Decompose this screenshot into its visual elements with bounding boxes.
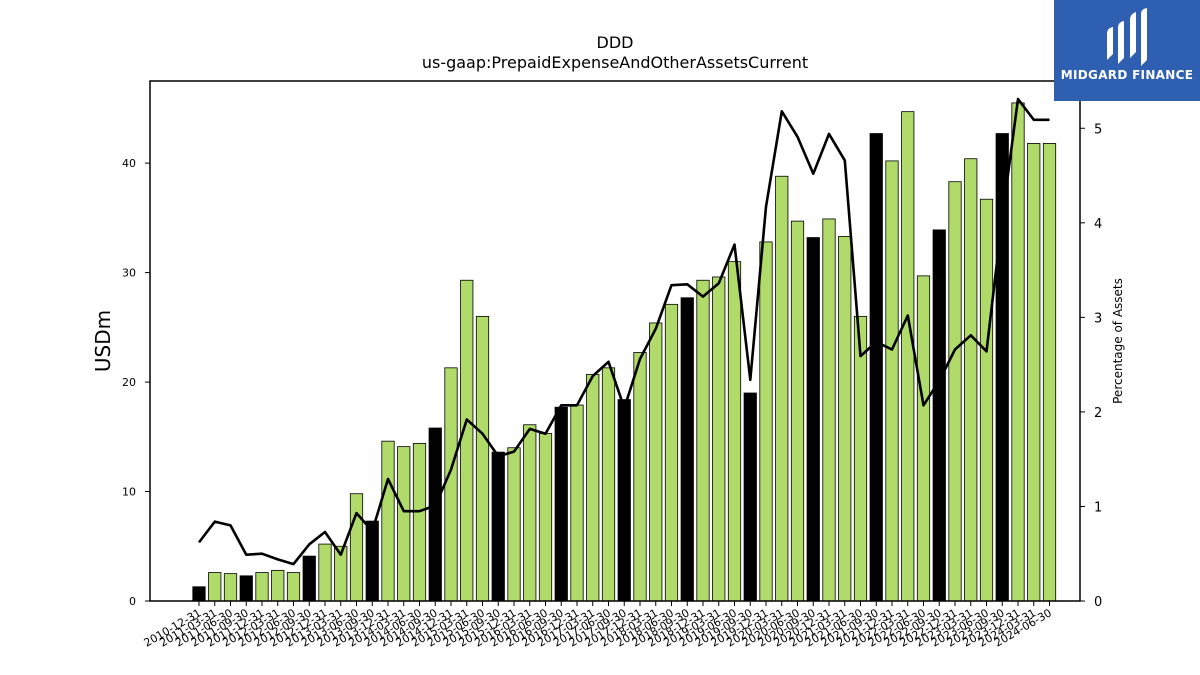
bar: [192, 586, 206, 602]
line-path: [197, 97, 1050, 566]
bar: [428, 427, 442, 602]
bar: [586, 373, 600, 602]
bar: [349, 493, 364, 602]
bar: [743, 392, 757, 602]
bar: [381, 440, 395, 602]
y2-tick-label: 5: [1094, 122, 1102, 137]
y2-tick-label: 3: [1094, 311, 1102, 326]
brand-name: MIDGARD FINANCE: [1060, 68, 1194, 82]
bar: [838, 236, 852, 602]
bar: [932, 229, 946, 602]
y-tick-label: 40: [122, 157, 136, 170]
bar: [806, 237, 820, 602]
y2-tick-label: 4: [1094, 217, 1102, 232]
y-tick-label: 30: [122, 267, 136, 280]
brand-logo: MIDGARD FINANCE: [1054, 0, 1200, 101]
y2-tick-label: 2: [1094, 406, 1102, 421]
chart-subtitle: us-gaap:PrepaidExpenseAndOtherAssetsCurr…: [422, 53, 808, 72]
bar: [538, 433, 553, 602]
y-axis-left: 0 10 20 30 40: [122, 157, 150, 608]
bar: [1042, 142, 1057, 602]
bar: [223, 573, 238, 602]
bar: [901, 111, 915, 602]
bar: [523, 424, 537, 602]
bar: [979, 198, 994, 602]
bar: [239, 575, 253, 602]
bar: [696, 279, 710, 602]
bar: [460, 279, 474, 602]
bar: [948, 181, 962, 602]
bar: [397, 446, 411, 602]
y-tick-label: 10: [122, 486, 136, 499]
line-series: [197, 97, 1050, 566]
bar: [302, 555, 316, 602]
y-axis-right: 0 1 2 3 4 5: [1080, 122, 1102, 610]
bar: [554, 406, 568, 602]
bar: [680, 297, 694, 602]
bar: [664, 303, 679, 602]
bar: [412, 442, 427, 602]
bar: [601, 367, 616, 602]
chart-title: DDD: [597, 33, 634, 52]
bar: [790, 220, 805, 602]
bar: [853, 315, 868, 602]
y-tick-label: 20: [122, 376, 136, 389]
y-axis-label: USDm: [91, 310, 115, 372]
bar: [491, 451, 505, 602]
bar-group: [192, 102, 1057, 602]
bar: [444, 367, 458, 602]
bar: [759, 241, 773, 602]
bar: [507, 447, 521, 602]
bar: [1011, 102, 1025, 602]
plot-frame: [149, 80, 1081, 602]
bar: [570, 404, 584, 602]
bar: [318, 543, 332, 602]
bar: [916, 275, 931, 602]
bar: [633, 352, 647, 602]
midgard-logo-icon: [1107, 8, 1147, 66]
y2-tick-label: 0: [1094, 595, 1102, 610]
bar: [885, 160, 899, 602]
bar: [271, 569, 285, 602]
bar: [995, 133, 1009, 602]
y2-tick-label: 1: [1094, 500, 1102, 515]
bar: [649, 322, 663, 602]
y2-axis-label: Percentage of Assets: [1111, 278, 1125, 404]
bar: [365, 520, 379, 602]
bar: [1027, 142, 1041, 602]
y-tick-label: 0: [129, 595, 136, 608]
bar: [869, 133, 883, 602]
bar: [208, 572, 222, 602]
bar: [712, 276, 726, 602]
bar: [286, 572, 301, 602]
bar: [964, 158, 978, 602]
bar: [822, 218, 836, 602]
bar: [727, 261, 742, 602]
bar: [475, 315, 490, 602]
bar: [255, 572, 269, 602]
bar: [775, 175, 789, 602]
bar: [617, 399, 631, 602]
x-axis: 2010-12-312011-03-312011-06-302011-09-30…: [142, 601, 1054, 650]
